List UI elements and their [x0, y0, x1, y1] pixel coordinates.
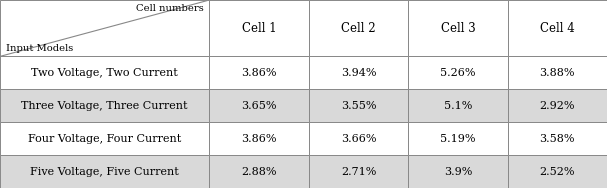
Text: 3.66%: 3.66% [341, 134, 376, 144]
Bar [409, 0, 507, 56]
Bar [409, 155, 507, 188]
Bar [507, 155, 607, 188]
Text: Cell 3: Cell 3 [441, 22, 475, 35]
Text: 3.9%: 3.9% [444, 167, 472, 177]
Text: 3.94%: 3.94% [341, 68, 376, 78]
Bar [507, 89, 607, 122]
Bar [507, 0, 607, 56]
Text: Four Voltage, Four Current: Four Voltage, Four Current [28, 134, 181, 144]
Bar [409, 122, 507, 155]
Text: 3.86%: 3.86% [242, 68, 277, 78]
Text: 2.71%: 2.71% [341, 167, 376, 177]
Text: 5.26%: 5.26% [440, 68, 476, 78]
Bar [409, 56, 507, 89]
Text: 5.1%: 5.1% [444, 101, 472, 111]
Text: Two Voltage, Two Current: Two Voltage, Two Current [32, 68, 178, 78]
Text: Cell numbers: Cell numbers [135, 4, 203, 13]
Bar [0, 56, 209, 89]
Text: 3.88%: 3.88% [540, 68, 575, 78]
Text: Cell 1: Cell 1 [242, 22, 276, 35]
Bar [507, 56, 607, 89]
Bar [0, 89, 209, 122]
Text: Input Models: Input Models [6, 44, 73, 53]
Bar [309, 0, 409, 56]
Text: 2.52%: 2.52% [540, 167, 575, 177]
Bar [409, 89, 507, 122]
Bar [309, 155, 409, 188]
Text: Cell 2: Cell 2 [341, 22, 376, 35]
Bar [209, 0, 309, 56]
Text: 3.55%: 3.55% [341, 101, 376, 111]
Bar [309, 56, 409, 89]
Bar [0, 155, 209, 188]
Text: Five Voltage, Five Current: Five Voltage, Five Current [30, 167, 179, 177]
Text: 3.86%: 3.86% [242, 134, 277, 144]
Bar [309, 122, 409, 155]
Text: 2.92%: 2.92% [540, 101, 575, 111]
Text: 5.19%: 5.19% [440, 134, 476, 144]
Bar [507, 122, 607, 155]
Bar [209, 155, 309, 188]
Bar [209, 89, 309, 122]
Text: 3.65%: 3.65% [242, 101, 277, 111]
Bar [209, 56, 309, 89]
Text: 3.58%: 3.58% [540, 134, 575, 144]
Bar [209, 122, 309, 155]
Text: Three Voltage, Three Current: Three Voltage, Three Current [21, 101, 188, 111]
Text: 2.88%: 2.88% [242, 167, 277, 177]
Text: Cell 4: Cell 4 [540, 22, 575, 35]
Bar [0, 0, 209, 56]
Bar [309, 89, 409, 122]
Bar [0, 122, 209, 155]
